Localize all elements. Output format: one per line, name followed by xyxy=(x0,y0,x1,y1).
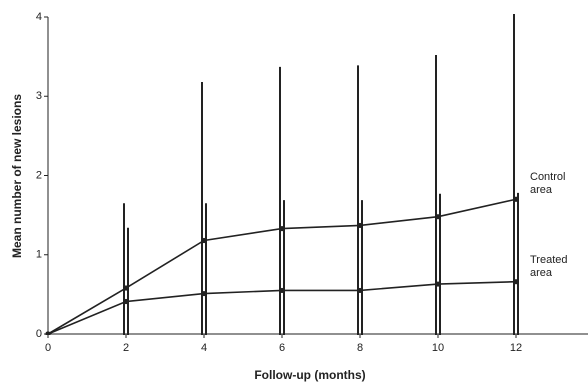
series-label: Treated area xyxy=(530,253,568,279)
data-point xyxy=(123,298,129,305)
series-label: Control area xyxy=(530,171,566,197)
x-tick-label: 2 xyxy=(123,342,129,354)
x-tick-label: 4 xyxy=(201,342,207,354)
series-line xyxy=(47,198,517,335)
x-tick-label: 10 xyxy=(432,342,444,354)
data-point xyxy=(513,279,519,285)
y-tick-label: 2 xyxy=(36,169,42,181)
data-point xyxy=(279,287,285,294)
x-axis-label: Follow-up (months) xyxy=(254,368,365,382)
x-tick-label: 12 xyxy=(510,342,522,354)
y-tick-label: 0 xyxy=(36,328,42,340)
y-axis-label: Mean number of new lesions xyxy=(10,94,24,258)
data-point xyxy=(357,287,363,294)
x-tick-label: 8 xyxy=(357,342,363,354)
x-tick-label: 0 xyxy=(45,342,51,354)
x-tick-label: 6 xyxy=(279,342,285,354)
y-tick-label: 1 xyxy=(36,249,42,261)
y-tick-label: 3 xyxy=(36,90,42,102)
data-point xyxy=(435,281,441,287)
data-point xyxy=(201,290,207,297)
y-tick-label: 4 xyxy=(36,11,42,23)
